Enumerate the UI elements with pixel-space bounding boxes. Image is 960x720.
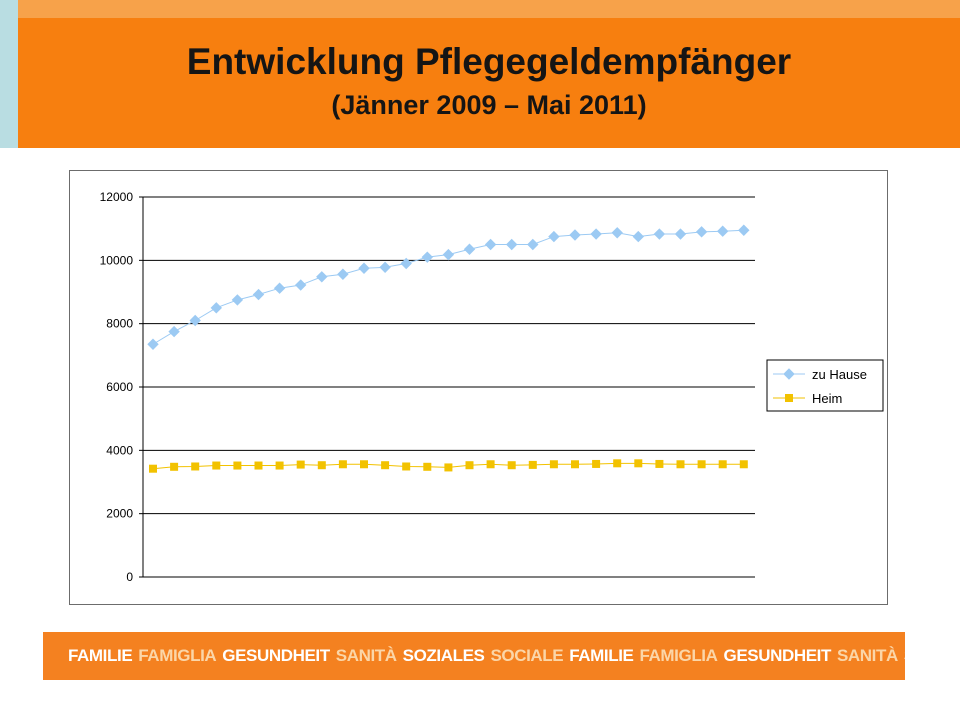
data-point-zu-hause <box>632 230 645 243</box>
data-point-zu-hause <box>611 227 623 239</box>
data-point-heim <box>528 460 537 469</box>
legend-marker-heim <box>785 394 793 402</box>
top-accent-stripe <box>18 0 960 18</box>
footer-word: FAMIGLIA <box>138 646 217 665</box>
data-point-zu-hause <box>653 228 666 240</box>
y-tick-label: 0 <box>126 570 133 584</box>
data-point-heim <box>718 460 727 469</box>
data-point-zu-hause <box>505 238 518 251</box>
y-tick-label: 2000 <box>106 507 133 521</box>
footer-word: SOZIALES <box>904 646 905 666</box>
data-point-zu-hause <box>716 225 729 237</box>
page-subtitle: (Jänner 2009 – Mai 2011) <box>331 90 647 120</box>
data-point-zu-hause <box>252 288 265 301</box>
data-point-heim <box>402 462 411 471</box>
data-point-zu-hause <box>358 262 370 274</box>
data-point-heim <box>465 461 474 470</box>
data-point-heim <box>317 461 326 470</box>
data-point-zu-hause <box>738 224 750 236</box>
data-point-heim <box>381 461 390 470</box>
data-point-heim <box>212 461 221 470</box>
data-point-zu-hause <box>189 314 201 327</box>
data-point-heim <box>507 461 516 470</box>
side-accent-stripe <box>0 0 18 148</box>
data-point-heim <box>233 461 242 470</box>
data-point-heim <box>549 460 558 469</box>
data-point-heim <box>739 460 748 469</box>
data-point-heim <box>170 462 179 471</box>
data-point-zu-hause <box>273 282 286 294</box>
chart-legend <box>766 359 884 412</box>
data-point-zu-hause <box>400 257 412 270</box>
data-point-heim <box>149 464 157 473</box>
data-point-zu-hause <box>484 238 497 251</box>
footer-word: GESUNDHEIT <box>222 646 330 665</box>
data-point-zu-hause <box>569 229 581 241</box>
data-point-zu-hause <box>463 243 476 255</box>
data-point-heim <box>592 459 601 468</box>
data-point-heim <box>296 460 305 469</box>
footer-word: SOZIALES <box>402 646 485 665</box>
data-point-zu-hause <box>294 279 307 291</box>
data-point-zu-hause <box>548 230 560 243</box>
data-point-zu-hause <box>316 271 328 283</box>
data-point-zu-hause <box>168 325 180 338</box>
footer-word: FAMIGLIA <box>639 646 718 665</box>
footer-word: FAMILIE <box>569 646 634 665</box>
data-point-heim <box>191 462 200 471</box>
data-point-heim <box>697 460 706 469</box>
y-tick-label: 4000 <box>106 443 133 457</box>
footer-word: SANITÀ <box>836 646 898 665</box>
y-tick-label: 12000 <box>100 190 134 204</box>
data-point-zu-hause <box>421 251 434 263</box>
data-point-heim <box>486 460 495 469</box>
y-tick-label: 8000 <box>106 317 133 331</box>
data-point-heim <box>676 460 685 469</box>
data-point-zu-hause <box>674 228 687 240</box>
header-banner: Entwicklung Pflegegeldempfänger (Jänner … <box>18 18 960 148</box>
data-point-zu-hause <box>210 302 223 314</box>
footer-banner: FAMILIE FAMIGLIA GESUNDHEIT SANITÀ SOZIALES S… <box>43 632 905 680</box>
data-point-heim <box>423 462 432 471</box>
footer-word: FAMILIE <box>68 646 133 665</box>
footer-word: SANITÀ <box>335 646 397 665</box>
page-title: Entwicklung Pflegegeldempfänger <box>186 41 792 82</box>
data-point-zu-hause <box>147 338 159 350</box>
data-point-zu-hause <box>695 226 708 238</box>
legend-label: Heim <box>812 391 842 406</box>
data-point-zu-hause <box>337 268 349 280</box>
data-point-zu-hause <box>231 294 244 306</box>
footer-word: GESUNDHEIT <box>723 646 832 665</box>
data-point-heim <box>571 460 579 469</box>
data-point-heim <box>444 463 453 472</box>
legend-label: zu Hause <box>812 367 867 382</box>
data-point-heim <box>634 459 643 468</box>
series-line-zu-hause <box>152 229 744 345</box>
data-point-zu-hause <box>442 248 455 261</box>
data-point-heim <box>613 459 622 468</box>
legend-marker-zu-hause <box>783 368 795 380</box>
data-point-heim <box>655 459 664 468</box>
footer-word: SOCIALE <box>490 646 564 665</box>
data-point-zu-hause <box>590 228 602 240</box>
data-point-heim <box>254 461 263 470</box>
data-point-zu-hause <box>379 261 391 274</box>
line-chart: 0 2000 4000 6000 8000 10000 12000 zu Hause Heim <box>100 190 884 584</box>
chart-frame: 0 2000 4000 6000 8000 10000 12000 zu Hause Heim <box>69 170 888 605</box>
data-point-heim <box>360 460 368 469</box>
data-point-zu-hause <box>527 238 539 251</box>
y-tick-label: 10000 <box>100 253 134 267</box>
data-point-heim <box>275 461 284 470</box>
data-point-heim <box>338 460 347 469</box>
y-tick-label: 6000 <box>106 380 133 394</box>
